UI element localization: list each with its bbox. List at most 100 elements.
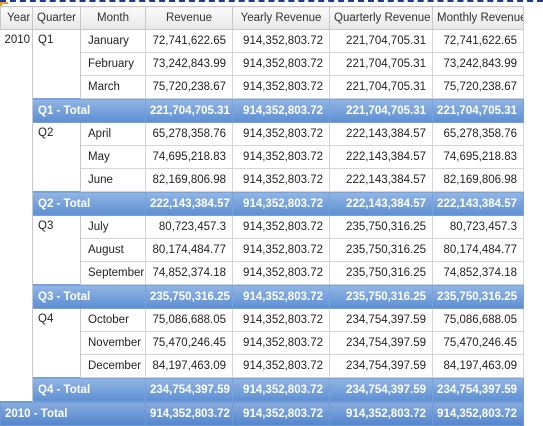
table-row: September 74,852,374.18 914,352,803.72 2…	[1, 261, 524, 285]
month-cell: November	[80, 331, 146, 355]
quarterly-revenue-cell: 234,754,397.59	[329, 308, 433, 332]
total-monthly-revenue-cell: 234,754,397.59	[432, 377, 524, 402]
grand-total-row: 2010 - Total 914,352,803.72 914,352,803.…	[0, 401, 524, 426]
quarterly-revenue-cell: 234,754,397.59	[329, 354, 433, 378]
month-cell: June	[80, 168, 146, 192]
total-revenue-cell: 234,754,397.59	[145, 377, 233, 402]
revenue-cell: 75,086,688.05	[145, 308, 233, 332]
revenue-cell: 80,174,484.77	[145, 238, 233, 262]
revenue-cell: 74,852,374.18	[145, 261, 233, 285]
revenue-cell: 80,723,457.3	[145, 215, 233, 239]
month-cell: January	[80, 29, 146, 53]
quarterly-revenue-cell: 234,754,397.59	[329, 331, 433, 355]
monthly-revenue-cell: 74,852,374.18	[432, 261, 524, 285]
monthly-revenue-cell: 74,695,218.83	[432, 145, 524, 169]
month-cell: April	[80, 122, 146, 146]
quarter-total-row: Q1 - Total 221,704,705.31 914,352,803.72…	[1, 98, 524, 123]
yearly-revenue-cell: 914,352,803.72	[232, 122, 330, 146]
quarterly-revenue-cell: 222,143,384.57	[329, 168, 433, 192]
revenue-cell: 84,197,463.09	[145, 354, 233, 378]
header-month[interactable]: Month	[80, 6, 146, 30]
total-yearly-revenue-cell: 914,352,803.72	[232, 377, 330, 402]
yearly-revenue-cell: 914,352,803.72	[232, 261, 330, 285]
header-monthly-revenue[interactable]: Monthly Revenue	[432, 6, 524, 30]
total-yearly-revenue-cell: 914,352,803.72	[232, 284, 330, 309]
table-row: Q4 October 75,086,688.05 914,352,803.72 …	[1, 308, 524, 378]
quarter-cell: Q4	[32, 308, 81, 378]
table-row: Q2 April 65,278,358.76 914,352,803.72 22…	[1, 122, 524, 192]
total-quarterly-revenue-cell: 222,143,384.57	[329, 191, 433, 216]
quarter-total-label: Q1 - Total	[32, 98, 146, 123]
quarterly-revenue-cell: 222,143,384.57	[329, 145, 433, 169]
header-revenue[interactable]: Revenue	[145, 6, 233, 30]
total-yearly-revenue-cell: 914,352,803.72	[232, 191, 330, 216]
header-row: Year Quarter Month Revenue Yearly Revenu…	[0, 6, 524, 30]
table-row: March 75,720,238.67 914,352,803.72 221,7…	[1, 75, 524, 99]
monthly-revenue-cell: 80,174,484.77	[432, 238, 524, 262]
table-row: December 84,197,463.09 914,352,803.72 23…	[1, 354, 524, 378]
table-row: June 82,169,806.98 914,352,803.72 222,14…	[1, 168, 524, 192]
quarterly-revenue-cell: 235,750,316.25	[329, 238, 433, 262]
month-cell: September	[80, 261, 146, 285]
monthly-revenue-cell: 84,197,463.09	[432, 354, 524, 378]
quarter-total-label: Q3 - Total	[32, 284, 146, 309]
yearly-revenue-cell: 914,352,803.72	[232, 168, 330, 192]
quarterly-revenue-cell: 222,143,384.57	[329, 122, 433, 146]
quarterly-revenue-cell: 221,704,705.31	[329, 29, 433, 53]
quarterly-revenue-cell: 235,750,316.25	[329, 215, 433, 239]
total-revenue-cell: 221,704,705.31	[145, 98, 233, 123]
table-row: Q3 July 80,723,457.3 914,352,803.72 235,…	[1, 215, 524, 285]
header-year[interactable]: Year	[0, 6, 33, 30]
monthly-revenue-cell: 65,278,358.76	[432, 122, 524, 146]
quarter-cell: Q1	[32, 29, 81, 99]
table-row: August 80,174,484.77 914,352,803.72 235,…	[1, 238, 524, 262]
grand-total-label: 2010 - Total	[0, 401, 146, 426]
quarterly-revenue-cell: 221,704,705.31	[329, 75, 433, 99]
header-yearly-revenue[interactable]: Yearly Revenue	[232, 6, 330, 30]
total-revenue-cell: 235,750,316.25	[145, 284, 233, 309]
revenue-cell: 74,695,218.83	[145, 145, 233, 169]
quarter-cell: Q2	[32, 122, 81, 192]
quarter-total-row: Q2 - Total 222,143,384.57 914,352,803.72…	[1, 191, 524, 216]
yearly-revenue-cell: 914,352,803.72	[232, 238, 330, 262]
month-cell: March	[80, 75, 146, 99]
header-quarter[interactable]: Quarter	[32, 6, 81, 30]
total-monthly-revenue-cell: 221,704,705.31	[432, 98, 524, 123]
yearly-revenue-cell: 914,352,803.72	[232, 331, 330, 355]
quarterly-revenue-cell: 221,704,705.31	[329, 52, 433, 76]
table-row: February 73,242,843.99 914,352,803.72 22…	[1, 52, 524, 76]
yearly-revenue-cell: 914,352,803.72	[232, 145, 330, 169]
total-quarterly-revenue-cell: 221,704,705.31	[329, 98, 433, 123]
yearly-revenue-cell: 914,352,803.72	[232, 308, 330, 332]
monthly-revenue-cell: 80,723,457.3	[432, 215, 524, 239]
grand-total-yearly-revenue-cell: 914,352,803.72	[232, 401, 330, 426]
quarter-total-row: Q4 - Total 234,754,397.59 914,352,803.72…	[1, 377, 524, 402]
header-quarterly-revenue[interactable]: Quarterly Revenue	[329, 6, 433, 30]
quarter-total-row: Q3 - Total 235,750,316.25 914,352,803.72…	[1, 284, 524, 309]
revenue-cell: 75,720,238.67	[145, 75, 233, 99]
month-cell: May	[80, 145, 146, 169]
yearly-revenue-cell: 914,352,803.72	[232, 75, 330, 99]
month-cell: July	[80, 215, 146, 239]
monthly-revenue-cell: 73,242,843.99	[432, 52, 524, 76]
selection-border	[0, 0, 543, 2]
monthly-revenue-cell: 82,169,806.98	[432, 168, 524, 192]
quarter-total-label: Q4 - Total	[32, 377, 146, 402]
grand-total-quarterly-revenue-cell: 914,352,803.72	[329, 401, 433, 426]
quarter-total-label: Q2 - Total	[32, 191, 146, 216]
grand-total-revenue-cell: 914,352,803.72	[145, 401, 233, 426]
yearly-revenue-cell: 914,352,803.72	[232, 52, 330, 76]
table-row: 2010 Q1 January 72,741,622.65 914,352,80…	[0, 29, 524, 402]
revenue-cell: 75,470,246.45	[145, 331, 233, 355]
yearly-revenue-cell: 914,352,803.72	[232, 215, 330, 239]
revenue-cell: 82,169,806.98	[145, 168, 233, 192]
month-cell: October	[80, 308, 146, 332]
revenue-cell: 72,741,622.65	[145, 29, 233, 53]
quarter-cell: Q3	[32, 215, 81, 285]
quarterly-revenue-cell: 235,750,316.25	[329, 261, 433, 285]
total-revenue-cell: 222,143,384.57	[145, 191, 233, 216]
table-row: May 74,695,218.83 914,352,803.72 222,143…	[1, 145, 524, 169]
revenue-cell: 65,278,358.76	[145, 122, 233, 146]
pivot-table: Year Quarter Month Revenue Yearly Revenu…	[0, 6, 524, 426]
total-monthly-revenue-cell: 235,750,316.25	[432, 284, 524, 309]
